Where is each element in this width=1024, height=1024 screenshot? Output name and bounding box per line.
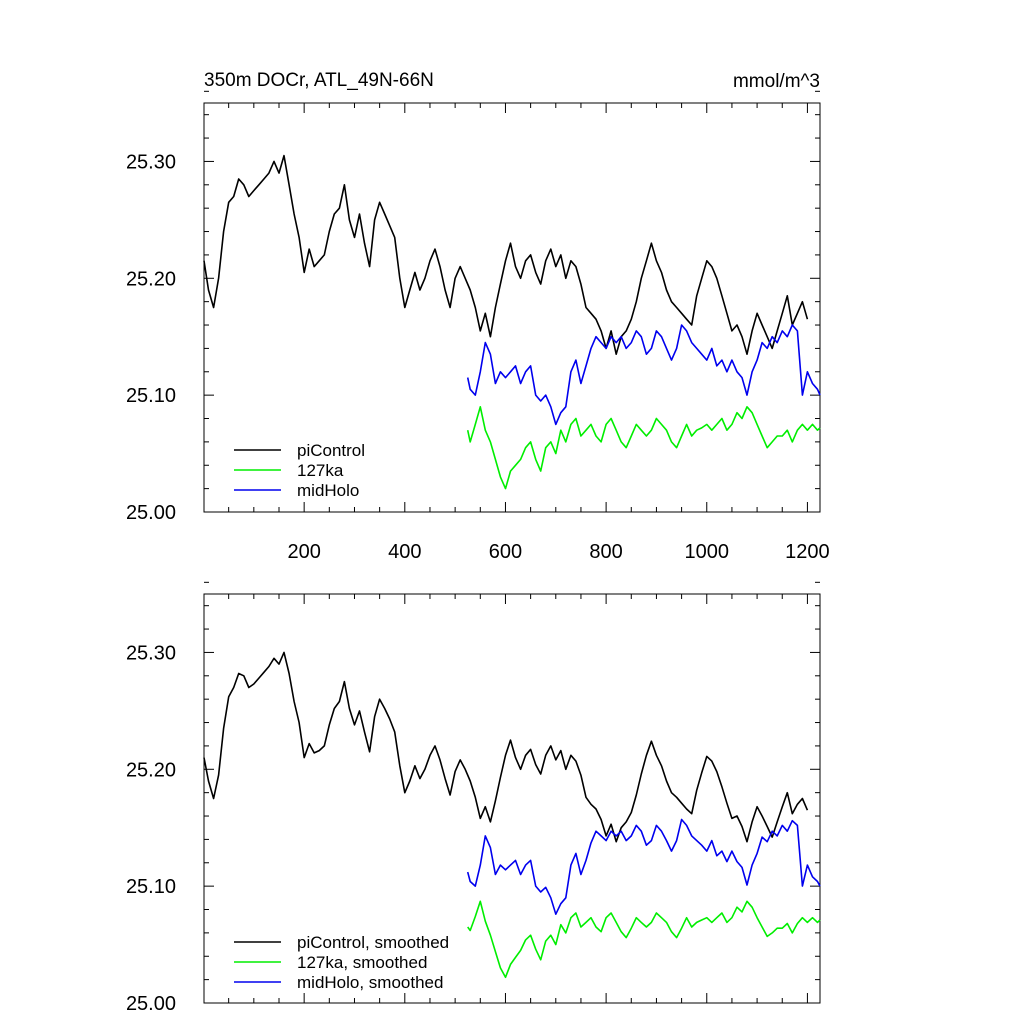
legend-label: midHolo, smoothed [297, 973, 443, 992]
legend-label: midHolo [297, 481, 359, 500]
y-tick-label: 25.10 [126, 876, 176, 898]
x-tick-label: 600 [489, 541, 522, 563]
series-line-1 [203, 154, 809, 356]
chart-panel-2: 25.00 25.10 25.20 25.30 piControl, smoothed1… [126, 581, 821, 1015]
y-tick-label: 25.00 [126, 502, 176, 524]
chart-panel-1: 25.00 25.10 25.20 25.30 200 400 600 800 1000 1200… [126, 90, 830, 563]
y-tick-label: 25.10 [126, 385, 176, 407]
x-tick-label: 800 [589, 541, 622, 563]
series-line-2 [467, 900, 821, 979]
legend-label: 127ka, smoothed [297, 953, 427, 972]
series-line-2 [466, 405, 821, 490]
x-tick-label: 200 [287, 541, 320, 563]
legend-label: 127ka [297, 461, 344, 480]
plot-frame [203, 593, 821, 1004]
plot-frame [203, 102, 821, 513]
units-label: mmol/m^3 [733, 71, 820, 92]
x-tick-label: 400 [388, 541, 421, 563]
y-tick-label: 25.30 [126, 151, 176, 173]
series-line-1 [203, 651, 809, 843]
y-tick-label: 25.00 [126, 993, 176, 1015]
x-tick-label: 1000 [685, 541, 730, 563]
legend-label: piControl [297, 441, 365, 460]
legend-label: piControl, smoothed [297, 933, 449, 952]
chart-title: 350m DOCr, ATL_49N-66N [204, 70, 434, 91]
y-tick-label: 25.20 [126, 268, 176, 290]
series-line-3 [466, 818, 821, 916]
y-tick-label: 25.20 [126, 759, 176, 781]
y-tick-label: 25.30 [126, 642, 176, 664]
x-tick-label: 1200 [785, 541, 830, 563]
series-line-3 [466, 324, 821, 426]
